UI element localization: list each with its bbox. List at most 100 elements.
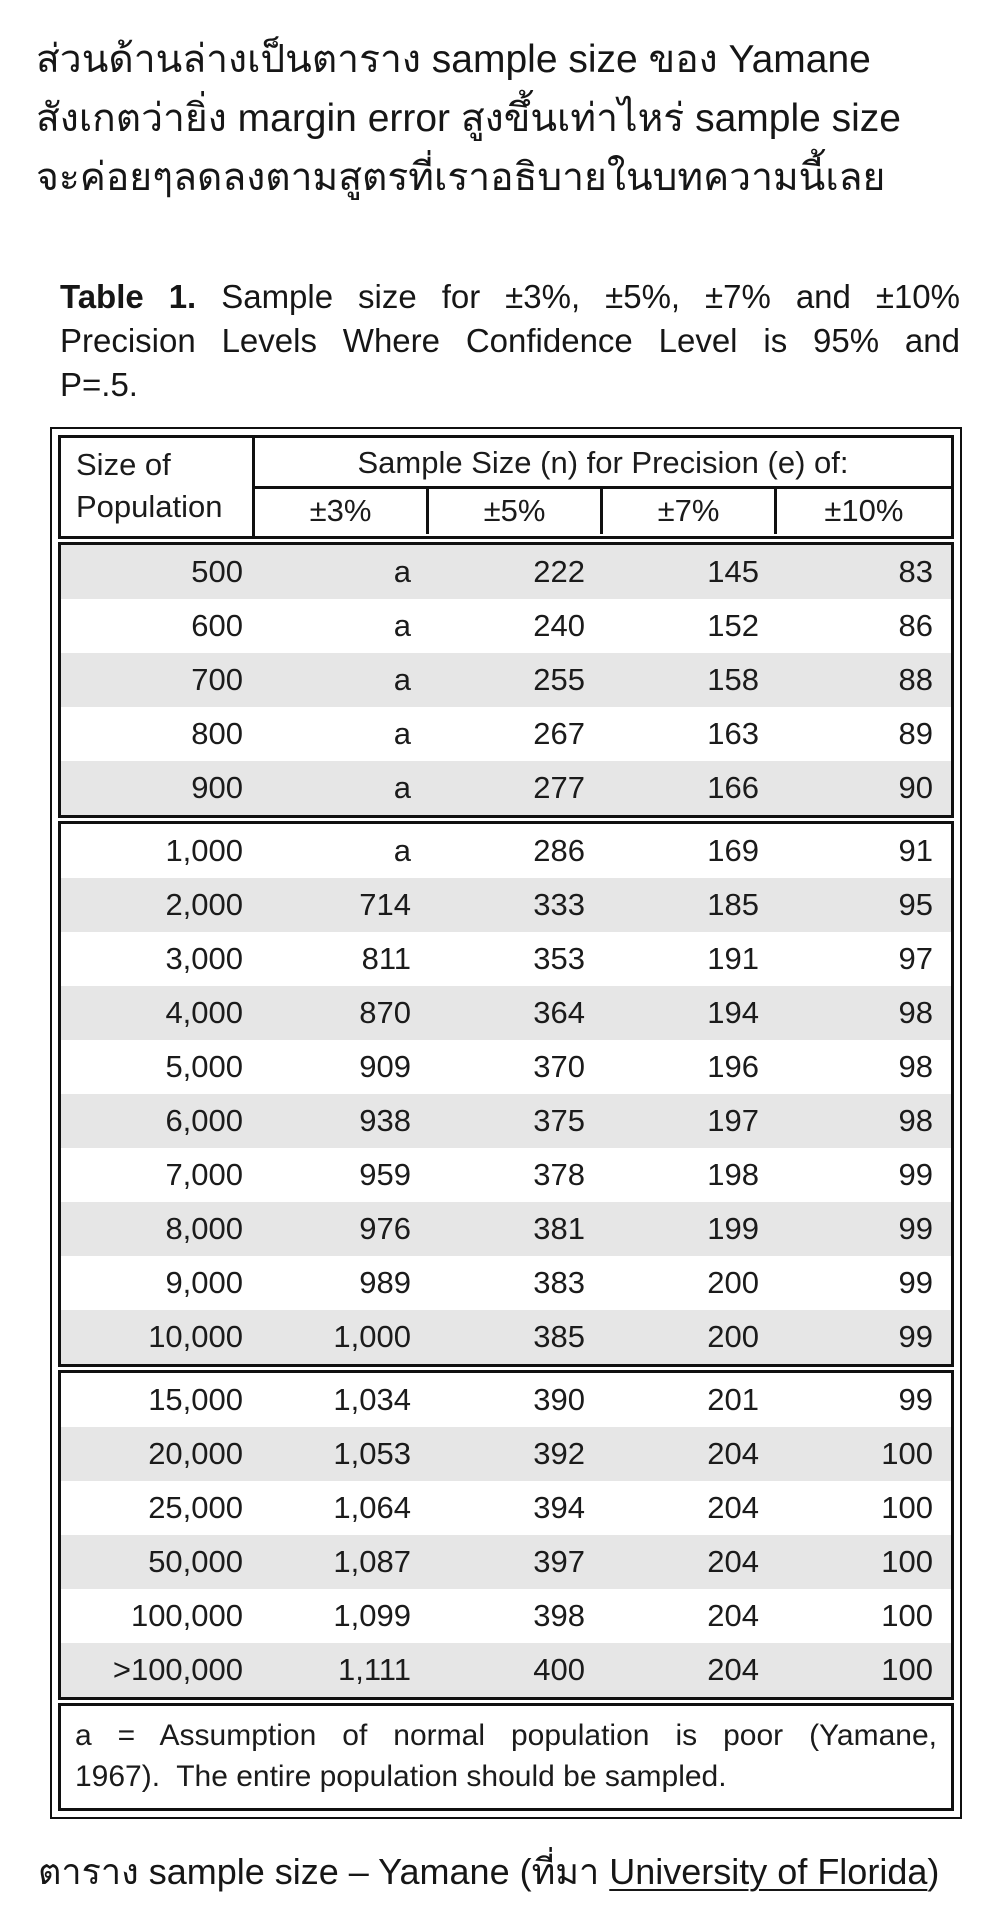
sample-size-cell: 385 xyxy=(533,1319,585,1354)
population-cell: 800 xyxy=(191,716,244,751)
sample-size-cell: 199 xyxy=(707,1211,759,1246)
sample-size-cell: 370 xyxy=(533,1049,585,1084)
sample-size-cell: 989 xyxy=(359,1265,411,1300)
population-cell: 9,000 xyxy=(165,1265,244,1300)
sample-size-cell: 375 xyxy=(533,1103,585,1138)
precision-header-group: Sample Size (n) for Precision (e) of: ±3… xyxy=(255,438,951,536)
sample-size-cell: 240 xyxy=(533,608,585,643)
sample-size-cell: 100 xyxy=(881,1436,933,1471)
precision-col-header: ±10% xyxy=(824,493,904,528)
sample-size-cell: 378 xyxy=(533,1157,585,1192)
table-row: 1,000 a 286 169 91 xyxy=(61,824,951,878)
caption-link[interactable]: University of Florida xyxy=(609,1851,928,1892)
sample-size-cell: 163 xyxy=(707,716,759,751)
precision-columns-row: ±3% ±5% ±7% ±10% xyxy=(255,489,951,534)
sample-size-cell: 390 xyxy=(533,1382,585,1417)
sample-size-cell: 83 xyxy=(898,554,933,589)
sample-size-cell: a xyxy=(393,608,411,643)
population-cell: 600 xyxy=(191,608,244,643)
table-row: 25,000 1,064 394 204 100 xyxy=(61,1481,951,1535)
sample-size-cell: 204 xyxy=(707,1490,759,1525)
sample-size-cell: 99 xyxy=(898,1211,933,1246)
population-cell: 8,000 xyxy=(165,1211,244,1246)
population-cell: 4,000 xyxy=(165,995,244,1030)
sample-size-cell: 204 xyxy=(707,1436,759,1471)
population-cell: 25,000 xyxy=(148,1490,244,1525)
sample-size-cell: 381 xyxy=(533,1211,585,1246)
table-row: 800 a 267 163 89 xyxy=(61,707,951,761)
table-row: 5,000 909 370 196 98 xyxy=(61,1040,951,1094)
sample-size-cell: 222 xyxy=(533,554,585,589)
precision-col-header: ±7% xyxy=(603,489,777,534)
table-row: 600 a 240 152 86 xyxy=(61,599,951,653)
table-row: 900 a 277 166 90 xyxy=(61,761,951,815)
table-row: 10,000 1,000 385 200 99 xyxy=(61,1310,951,1364)
sample-size-cell: 392 xyxy=(533,1436,585,1471)
table-row: 700 a 255 158 88 xyxy=(61,653,951,707)
sample-size-cell: 145 xyxy=(707,554,759,589)
sample-size-cell: 397 xyxy=(533,1544,585,1579)
table-row: 6,000 938 375 197 98 xyxy=(61,1094,951,1148)
sample-size-cell: 909 xyxy=(359,1049,411,1084)
population-cell: 500 xyxy=(191,554,244,589)
sample-size-cell: 204 xyxy=(707,1652,759,1687)
sample-size-cell: 201 xyxy=(707,1382,759,1417)
sample-size-cell: 870 xyxy=(359,995,411,1030)
table-header: Size of Population Sample Size (n) for P… xyxy=(58,435,954,539)
population-cell: 900 xyxy=(191,770,244,805)
sample-size-cell: 1,111 xyxy=(338,1652,411,1687)
sample-size-cell: 100 xyxy=(881,1490,933,1525)
table-body-group-2: 1,000 a 286 169 91 2,000 714 333 185 95 3,000 811 35… xyxy=(58,821,954,1367)
sample-size-cell: 99 xyxy=(898,1157,933,1192)
sample-size-cell: 333 xyxy=(533,887,585,922)
sample-size-cell: 88 xyxy=(898,662,933,697)
sample-size-cell: a xyxy=(393,716,411,751)
table-body-group-1: 500 a 222 145 83 600 a 240 152 86 700 a 255 158 88 800 a… xyxy=(58,542,954,818)
sample-size-cell: 1,087 xyxy=(333,1544,411,1579)
table-row: 500 a 222 145 83 xyxy=(61,545,951,599)
sample-size-cell: 98 xyxy=(898,995,933,1030)
caption-prefix: ตาราง sample size – Yamane (ที่มา xyxy=(38,1851,610,1892)
sample-size-table: Size of Population Sample Size (n) for P… xyxy=(50,427,962,1819)
sample-size-cell: 185 xyxy=(707,887,759,922)
population-cell: 10,000 xyxy=(148,1319,244,1354)
sample-size-cell: 98 xyxy=(898,1103,933,1138)
sample-size-cell: 99 xyxy=(898,1319,933,1354)
sample-size-cell: 86 xyxy=(898,608,933,643)
population-cell: 6,000 xyxy=(165,1103,244,1138)
sample-size-cell: 166 xyxy=(707,770,759,805)
table-row: 15,000 1,034 390 201 99 xyxy=(61,1373,951,1427)
table-title-text: Sample size for ±3%, ±5%, ±7% and ±10% xyxy=(221,278,960,315)
sample-size-cell: 364 xyxy=(533,995,585,1030)
table-row: 100,000 1,099 398 204 100 xyxy=(61,1589,951,1643)
sample-size-cell: 959 xyxy=(359,1157,411,1192)
sample-size-cell: 198 xyxy=(707,1157,759,1192)
sample-size-cell: 714 xyxy=(359,887,411,922)
population-cell: 3,000 xyxy=(165,941,244,976)
sample-size-cell: 1,064 xyxy=(333,1490,411,1525)
population-cell: 2,000 xyxy=(165,887,244,922)
table-row: 7,000 959 378 198 99 xyxy=(61,1148,951,1202)
sample-size-cell: 267 xyxy=(533,716,585,751)
population-cell: 700 xyxy=(191,662,244,697)
sample-size-cell: 811 xyxy=(361,941,411,976)
table-row: 4,000 870 364 194 98 xyxy=(61,986,951,1040)
sample-size-cell: a xyxy=(393,662,411,697)
population-cell: 50,000 xyxy=(148,1544,244,1579)
table-row: 20,000 1,053 392 204 100 xyxy=(61,1427,951,1481)
sample-size-cell: 976 xyxy=(359,1211,411,1246)
sample-size-cell: 400 xyxy=(533,1652,585,1687)
sample-size-cell: 99 xyxy=(898,1382,933,1417)
corner-header-line1: Size of xyxy=(76,447,171,482)
population-cell: 100,000 xyxy=(130,1598,244,1633)
sample-size-cell: 100 xyxy=(881,1598,933,1633)
sample-size-cell: 97 xyxy=(898,941,933,976)
precision-col-header: ±5% xyxy=(429,489,603,534)
population-cell: 20,000 xyxy=(148,1436,244,1471)
intro-line: จะค่อยๆลดลงตามสูตรที่เราอธิบายในบทความนี… xyxy=(36,156,886,199)
sample-size-cell: 383 xyxy=(533,1265,585,1300)
sample-size-cell: a xyxy=(393,554,411,589)
sample-size-cell: 1,099 xyxy=(333,1598,411,1633)
table-row: >100,000 1,111 400 204 100 xyxy=(61,1643,951,1697)
